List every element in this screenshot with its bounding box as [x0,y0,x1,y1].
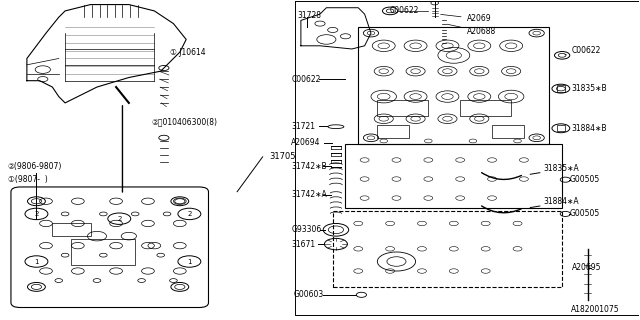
Polygon shape [301,8,371,49]
Bar [346,144,562,208]
Bar [492,125,524,138]
Text: 31721: 31721 [291,122,316,131]
Text: ②Ⓑ010406300(8): ②Ⓑ010406300(8) [151,117,217,126]
Bar [378,125,409,138]
Text: 31835∗A: 31835∗A [543,164,579,173]
Text: 1: 1 [187,259,191,265]
Text: 31728: 31728 [298,11,322,20]
Bar [557,85,564,92]
Text: 31884∗B: 31884∗B [572,124,607,133]
Bar [460,100,511,116]
Text: C00622: C00622 [565,46,601,55]
Text: G00505: G00505 [570,209,600,219]
Bar [358,27,549,144]
Text: 31742∗B: 31742∗B [291,162,327,171]
Polygon shape [27,4,186,103]
Text: 2: 2 [117,216,122,222]
Bar [557,125,564,132]
Text: C00622: C00622 [291,75,321,84]
FancyBboxPatch shape [11,187,209,308]
Text: 31671: 31671 [291,240,316,249]
Text: A182001075: A182001075 [571,305,620,314]
Text: ①(9807-  ): ①(9807- ) [8,174,47,184]
Ellipse shape [328,125,344,129]
Text: 2: 2 [35,211,38,217]
Text: ②(9806-9807): ②(9806-9807) [8,162,62,171]
Text: A20695: A20695 [572,263,601,272]
Text: 31835∗B: 31835∗B [572,84,607,93]
Bar [378,100,428,116]
Text: G00603: G00603 [293,290,323,299]
Text: G00505: G00505 [570,175,600,184]
Text: A20694: A20694 [291,138,321,147]
Bar [52,223,91,236]
Text: ① J10614: ① J10614 [170,48,206,57]
Bar [333,211,562,287]
Text: 31705: 31705 [269,152,296,161]
Text: 31742∗A: 31742∗A [291,190,327,199]
Text: 31884∗A: 31884∗A [543,197,579,206]
Text: A20688: A20688 [447,24,496,36]
Text: 1: 1 [34,259,38,265]
Text: A2069: A2069 [441,14,491,23]
Text: G93306: G93306 [291,225,321,234]
Text: C00622: C00622 [390,6,419,15]
Text: 2: 2 [187,211,191,217]
Bar [72,239,135,265]
